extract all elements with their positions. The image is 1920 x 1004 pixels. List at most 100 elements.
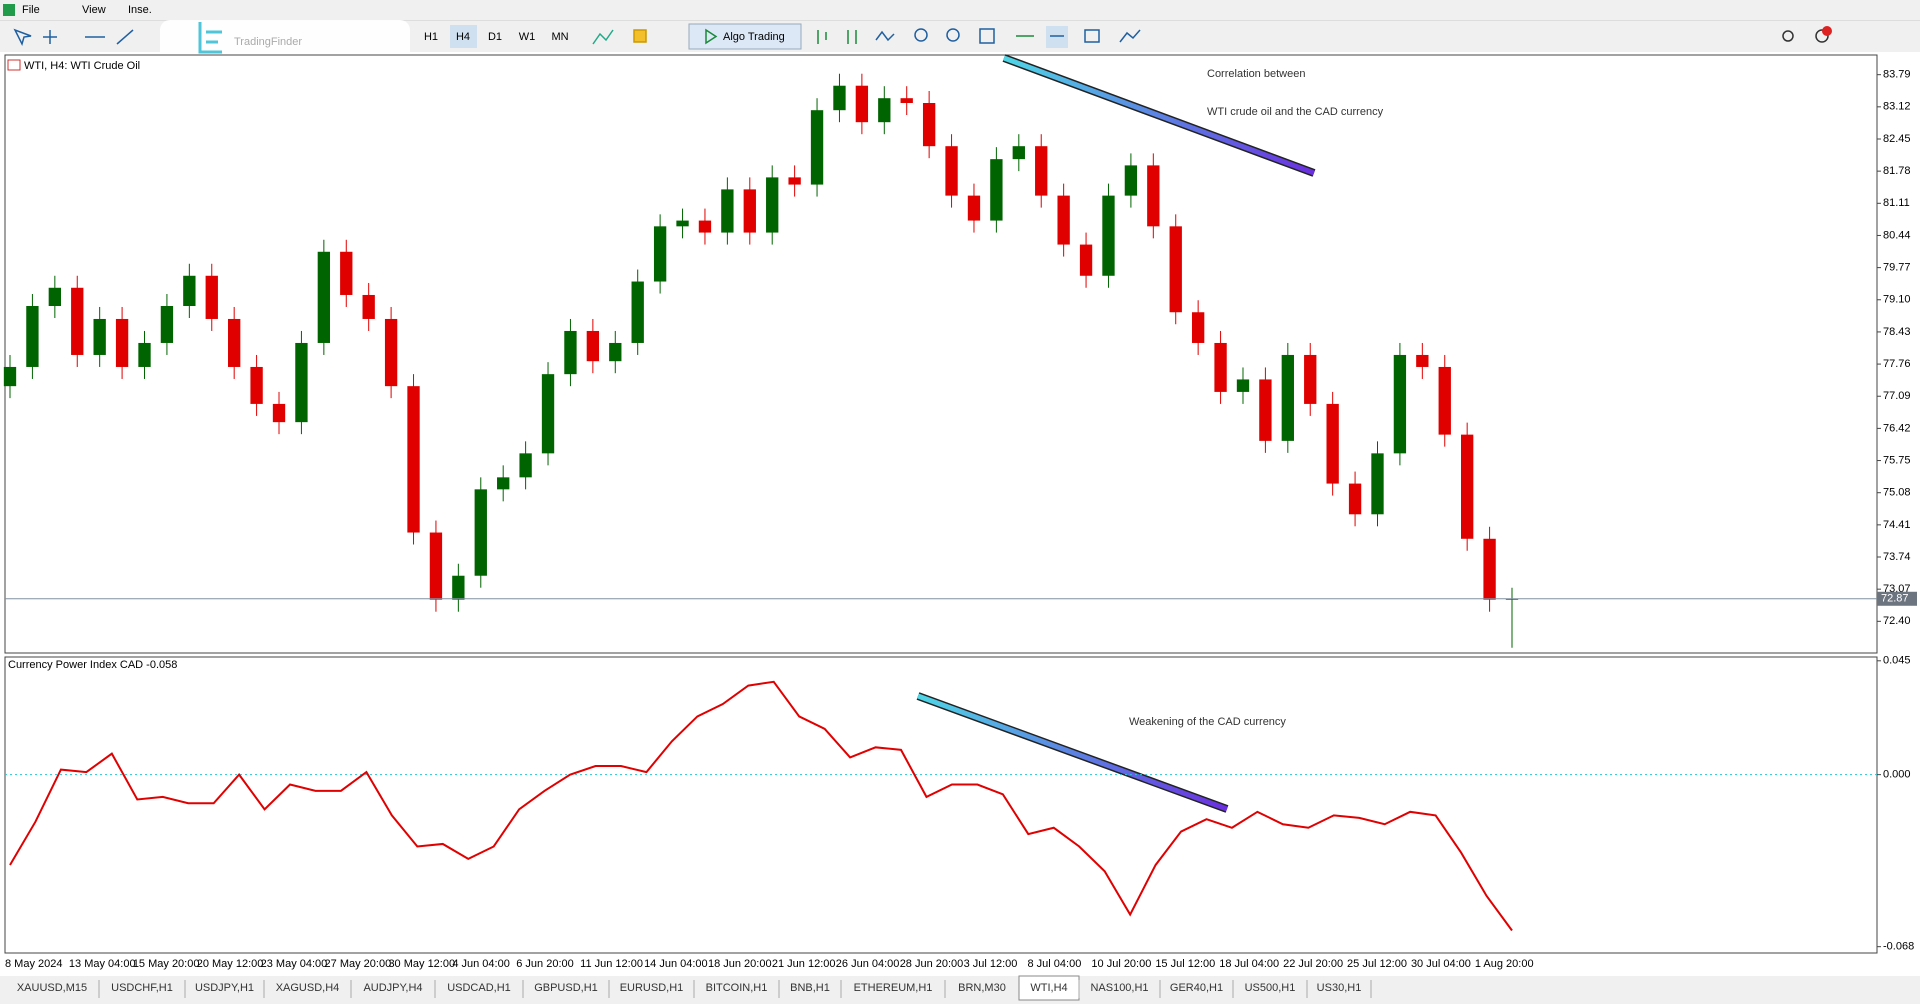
y-tick-label: 78.43 <box>1883 326 1911 338</box>
tab[interactable]: USDCAD,H1 <box>447 982 511 994</box>
x-tick-label: 3 Jul 12:00 <box>964 958 1018 970</box>
candle-body <box>766 177 779 233</box>
tabbar <box>0 976 1920 1004</box>
candle-body <box>1079 244 1093 276</box>
x-tick-label: 25 Jul 12:00 <box>1347 958 1407 970</box>
menu-item[interactable]: View <box>82 4 106 16</box>
candle-body <box>609 342 622 362</box>
tab[interactable]: GBPUSD,H1 <box>534 982 598 994</box>
candle-body <box>1057 195 1070 245</box>
price-label: 72.87 <box>1881 593 1909 605</box>
watermark-logo <box>198 22 222 54</box>
y-tick-label: 75.08 <box>1883 487 1911 499</box>
candle-body <box>743 189 756 233</box>
candle-body <box>1371 453 1384 515</box>
x-tick-label: 11 Jun 12:00 <box>580 958 643 970</box>
candle-body <box>1416 354 1429 367</box>
y-tick-label: 79.10 <box>1883 294 1911 306</box>
candle-body <box>362 294 375 319</box>
tab[interactable]: XAUUSD,M15 <box>17 982 87 994</box>
tab[interactable]: EURUSD,H1 <box>620 982 684 994</box>
candle-body <box>384 318 398 387</box>
y-tick-label: 81.11 <box>1883 197 1910 209</box>
candle-body <box>407 386 420 533</box>
price-label-bg <box>1877 591 1917 606</box>
separator <box>0 20 1920 21</box>
tab[interactable]: US500,H1 <box>1245 982 1296 994</box>
x-tick-label: 15 Jul 12:00 <box>1155 958 1215 970</box>
y-tick-label: 83.12 <box>1883 101 1911 113</box>
candle-body <box>1438 366 1451 435</box>
candle-body <box>586 330 600 362</box>
tab[interactable]: GER40,H1 <box>1170 982 1223 994</box>
candle-body <box>71 287 84 355</box>
y-tick-label: 74.41 <box>1883 519 1911 531</box>
x-tick-label: 8 Jul 04:00 <box>1028 958 1082 970</box>
candle-body <box>810 110 824 185</box>
candle-body <box>564 330 577 375</box>
candle-body <box>115 318 129 367</box>
candle-body <box>967 195 981 221</box>
menu-item[interactable]: Inse. <box>128 4 152 16</box>
candle-body <box>1169 226 1182 313</box>
y-tick-label: 82.45 <box>1883 133 1911 145</box>
candle-body <box>1348 483 1362 515</box>
algo-label[interactable]: Algo Trading <box>723 31 785 43</box>
candle-body <box>878 98 891 123</box>
candle-body <box>1102 195 1115 276</box>
x-tick-label: 30 Jul 04:00 <box>1411 958 1471 970</box>
timeframe[interactable]: W1 <box>519 31 536 43</box>
candle-body <box>228 318 241 367</box>
tab[interactable]: ETHEREUM,H1 <box>854 982 933 994</box>
candle-body <box>272 403 286 423</box>
x-tick-label: 28 Jun 20:00 <box>900 958 964 970</box>
y-tick-label: 77.09 <box>1883 390 1911 402</box>
tab[interactable]: AUDJPY,H4 <box>363 982 422 994</box>
x-tick-label: 23 May 04:00 <box>261 958 328 970</box>
candle-body <box>676 220 689 227</box>
watermark-bg <box>160 20 410 86</box>
x-tick-label: 18 Jun 20:00 <box>708 958 772 970</box>
candle-body <box>1460 434 1474 539</box>
toolbar-icons <box>13 26 1832 48</box>
annotation: Correlation between <box>1207 68 1305 80</box>
tab[interactable]: USDCHF,H1 <box>111 982 173 994</box>
timeframe[interactable]: H4 <box>456 31 470 43</box>
x-tick-label: 26 Jun 04:00 <box>836 958 900 970</box>
candle-body <box>317 251 331 343</box>
annotation: WTI crude oil and the CAD currency <box>1207 106 1384 118</box>
candle-body <box>631 281 644 343</box>
candle-body <box>1281 354 1294 441</box>
tab[interactable]: BITCOIN,H1 <box>706 982 768 994</box>
x-tick-label: 18 Jul 04:00 <box>1219 958 1279 970</box>
timeframe[interactable]: D1 <box>488 31 502 43</box>
tab[interactable]: USDJPY,H1 <box>195 982 254 994</box>
candle-body <box>48 287 62 307</box>
candle-body <box>990 159 1003 221</box>
tab[interactable]: NAS100,H1 <box>1090 982 1148 994</box>
tab[interactable]: BRN,M30 <box>958 982 1006 994</box>
candle-body <box>205 275 218 319</box>
x-tick-label: 21 Jun 12:00 <box>772 958 836 970</box>
timeframe[interactable]: MN <box>551 31 568 43</box>
candle-body <box>474 489 487 576</box>
y-tick-label: 0.045 <box>1883 655 1911 667</box>
candle-body <box>653 226 667 282</box>
tab[interactable]: XAGUSD,H4 <box>276 982 340 994</box>
candle-body <box>1259 379 1272 441</box>
x-tick-label: 10 Jul 20:00 <box>1091 958 1151 970</box>
menu-item[interactable]: File <box>22 4 40 16</box>
candle-body <box>1326 403 1339 484</box>
candle-body <box>721 189 734 233</box>
candle-body <box>429 532 443 600</box>
x-tick-label: 8 May 2024 <box>5 958 62 970</box>
algo-button[interactable] <box>688 23 802 50</box>
tab[interactable]: WTI,H4 <box>1030 982 1067 994</box>
tab[interactable]: US30,H1 <box>1317 982 1362 994</box>
x-tick-label: 6 Jun 20:00 <box>516 958 574 970</box>
tab[interactable]: BNB,H1 <box>790 982 830 994</box>
candle-body <box>26 306 39 367</box>
timeframe[interactable]: H1 <box>424 31 438 43</box>
